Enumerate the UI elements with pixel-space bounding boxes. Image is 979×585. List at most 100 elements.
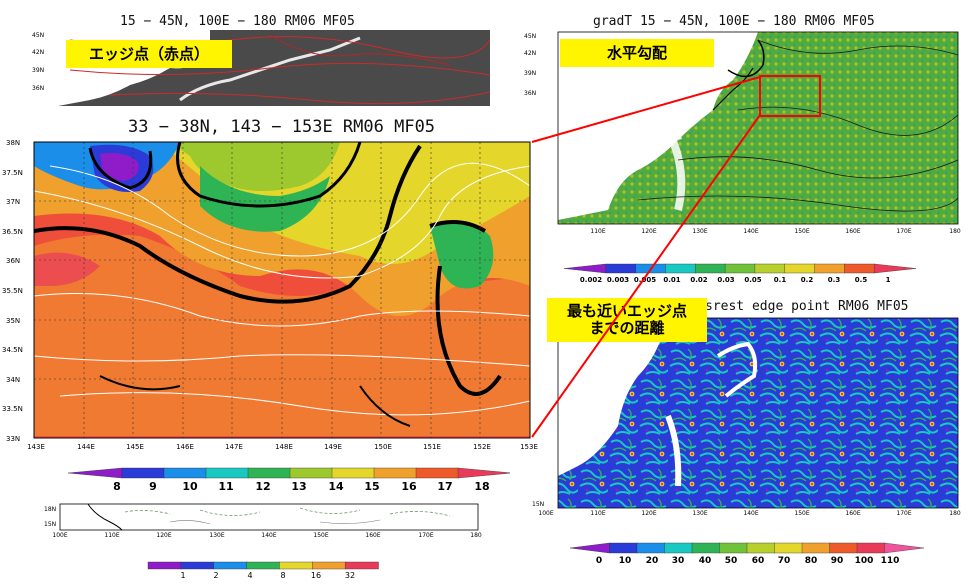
distance-lon-tick: 110E bbox=[590, 510, 605, 517]
colorbar-swatch bbox=[279, 561, 313, 570]
colorbar-swatch bbox=[746, 542, 776, 554]
small-colorbar-segments bbox=[147, 561, 379, 570]
gradt-lon-tick: 140E bbox=[743, 228, 758, 235]
edge-lat-tick: 39N bbox=[32, 67, 44, 74]
gradt-lon-tick: 170E bbox=[896, 228, 911, 235]
colorbar-swatch bbox=[691, 542, 721, 554]
small-colorbar-label: 8 bbox=[280, 571, 285, 580]
small-colorbar-label: 2 bbox=[213, 571, 218, 580]
distance-lon-tick: 130E bbox=[692, 510, 707, 517]
distance-lon-tick: 160E bbox=[845, 510, 860, 517]
distance-map: 15N 100E 110E 120E 130E 140E 150E 160E 1… bbox=[532, 317, 961, 517]
nearest-edge-distance-label: 最も近いエッジ点 までの距離 bbox=[547, 298, 707, 342]
zoom-lat-tick: 33N bbox=[6, 435, 20, 443]
zoom-lat-tick: 35.5N bbox=[2, 287, 23, 295]
colorbar-swatch bbox=[180, 561, 215, 570]
sst-colorbar-label: 13 bbox=[291, 480, 306, 493]
sst-colorbar-label: 14 bbox=[328, 480, 344, 493]
colorbar-swatch bbox=[213, 561, 248, 570]
gradt-lon-tick: 130E bbox=[692, 228, 707, 235]
gradt-lat-tick: 42N bbox=[524, 50, 536, 57]
gradt-colorbar-segments bbox=[563, 263, 917, 274]
distance-colorbar-label: 40 bbox=[699, 556, 712, 566]
small-lon-tick: 100E bbox=[52, 532, 67, 539]
colorbar-swatch bbox=[844, 263, 875, 274]
small-lon-tick: 160E bbox=[365, 532, 380, 539]
distance-colorbar-label: 80 bbox=[805, 556, 818, 566]
distance-lon-tick: 170E bbox=[896, 510, 911, 517]
colorbar-swatch bbox=[289, 467, 333, 479]
edge-points-label: エッジ点（赤点） bbox=[66, 40, 232, 68]
colorbar-swatch bbox=[605, 263, 637, 274]
colorbar-swatch bbox=[312, 561, 346, 570]
edge-lat-tick: 42N bbox=[32, 49, 44, 56]
edge-lat-tick: 36N bbox=[32, 85, 44, 92]
gradt-lon-tick: 180 bbox=[949, 228, 961, 235]
distance-lon-tick: 100E bbox=[538, 510, 553, 517]
zoom-lon-tick: 147E bbox=[225, 443, 243, 451]
gradt-title: gradT 15 − 45N, 100E − 180 RM06 MF05 bbox=[593, 14, 875, 29]
small-lon-tick: 180 bbox=[470, 532, 482, 539]
sst-colorbar-label: 15 bbox=[364, 480, 379, 493]
zoom-lat-tick: 36N bbox=[6, 257, 20, 265]
edge-map-panel: 45N 42N 39N 36N bbox=[32, 30, 490, 106]
colorbar-swatch bbox=[884, 542, 925, 554]
colorbar-swatch bbox=[635, 263, 667, 274]
zoom-lon-tick: 150E bbox=[374, 443, 392, 451]
distance-colorbar-label: 70 bbox=[778, 556, 791, 566]
gradt-lon-tick: 150E bbox=[794, 228, 809, 235]
gradt-lon-tick: 160E bbox=[845, 228, 860, 235]
colorbar-swatch bbox=[373, 467, 417, 479]
distance-colorbar-label: 30 bbox=[672, 556, 685, 566]
sst-colorbar: 8 9 10 11 12 13 14 15 16 17 18 bbox=[67, 467, 510, 493]
distance-colorbar-label: 10 bbox=[619, 556, 632, 566]
colorbar-swatch bbox=[719, 542, 748, 554]
distance-lon-tick: 150E bbox=[794, 510, 809, 517]
gradt-colorbar-label: 0.1 bbox=[774, 276, 787, 284]
colorbar-swatch bbox=[665, 263, 696, 274]
sst-colorbar-segments bbox=[67, 467, 510, 479]
colorbar-swatch bbox=[331, 467, 375, 479]
distance-colorbar-label: 20 bbox=[646, 556, 659, 566]
distance-colorbar-label: 110 bbox=[881, 556, 900, 566]
gradt-colorbar-label: 0.002 bbox=[580, 276, 602, 284]
colorbar-swatch bbox=[636, 542, 666, 554]
gradt-colorbar-label: 0.2 bbox=[801, 276, 814, 284]
distance-title: srest edge point RM06 MF05 bbox=[705, 299, 909, 314]
colorbar-swatch bbox=[121, 467, 165, 479]
gradt-lat-tick: 45N bbox=[524, 33, 536, 40]
zoom-lon-tick: 153E bbox=[520, 443, 538, 451]
sst-colorbar-label: 10 bbox=[182, 480, 198, 493]
gradt-lon-tick: 120E bbox=[641, 228, 656, 235]
colorbar-swatch bbox=[205, 467, 249, 479]
gradient-label: 水平勾配 bbox=[560, 39, 714, 67]
zoom-lat-tick: 33.5N bbox=[2, 405, 23, 413]
small-lon-tick: 110E bbox=[104, 532, 119, 539]
gradt-colorbar-label: 0.5 bbox=[855, 276, 868, 284]
zoom-sst-map: 38N 37.5N 37N 36.5N 36N 35.5N 35N 34.5N … bbox=[2, 139, 538, 451]
small-map: 18N 15N 100E 110E 120E 130E 140E 150E 16… bbox=[44, 503, 482, 539]
sst-colorbar-label: 9 bbox=[149, 480, 157, 493]
gradt-lon-tick: 110E bbox=[590, 228, 605, 235]
distance-colorbar-label: 90 bbox=[831, 556, 844, 566]
gradt-colorbar-label: 0.003 bbox=[607, 276, 629, 284]
small-lon-tick: 120E bbox=[156, 532, 171, 539]
small-lon-tick: 130E bbox=[209, 532, 224, 539]
sst-colorbar-label: 16 bbox=[401, 480, 417, 493]
colorbar-swatch bbox=[774, 542, 803, 554]
colorbar-swatch bbox=[784, 263, 816, 274]
zoom-lon-tick: 152E bbox=[473, 443, 491, 451]
small-lon-tick: 140E bbox=[261, 532, 276, 539]
small-colorbar-label: 16 bbox=[311, 571, 321, 580]
colorbar-swatch bbox=[856, 542, 886, 554]
small-lon-tick: 150E bbox=[313, 532, 328, 539]
zoom-lat-tick: 35N bbox=[6, 317, 20, 325]
colorbar-swatch bbox=[457, 467, 510, 479]
zoom-lat-tick: 38N bbox=[6, 139, 20, 147]
gradt-colorbar-label: 0.05 bbox=[744, 276, 761, 284]
sst-colorbar-label: 11 bbox=[218, 480, 233, 493]
colorbar-swatch bbox=[246, 561, 281, 570]
zoom-lon-tick: 151E bbox=[423, 443, 441, 451]
distance-colorbar-label: 50 bbox=[725, 556, 738, 566]
distance-lon-tick: 180 bbox=[949, 510, 961, 517]
